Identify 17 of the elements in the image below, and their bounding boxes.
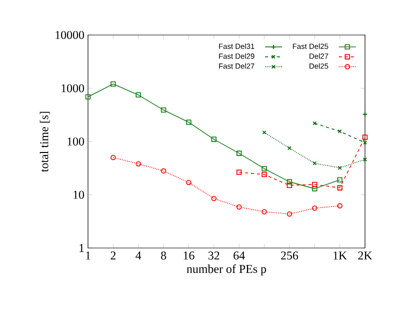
- y-tick-label: 10: [74, 190, 84, 199]
- x-axis-title: number of PEs p: [186, 264, 266, 276]
- x-tick-label: 4: [136, 252, 142, 260]
- x-tick-label: 1: [86, 252, 90, 260]
- x-tick-label: 64: [234, 252, 245, 260]
- x-tick-label: 1K: [334, 252, 348, 260]
- y-tick-label: 1000: [62, 84, 84, 92]
- x-tick-label: 16: [184, 252, 194, 260]
- y-axis-title: total time [s]: [40, 112, 50, 172]
- x-tick-label: 2K: [358, 252, 372, 260]
- x-tick-label: 32: [208, 252, 220, 260]
- y-tick-label: 1: [80, 244, 84, 252]
- x-tick-label: 2: [110, 252, 116, 260]
- y-tick-label: 10000: [56, 30, 84, 40]
- x-tick-label: 8: [161, 252, 166, 260]
- x-tick-label: 256: [281, 252, 298, 260]
- y-tick-label: 100: [68, 137, 84, 146]
